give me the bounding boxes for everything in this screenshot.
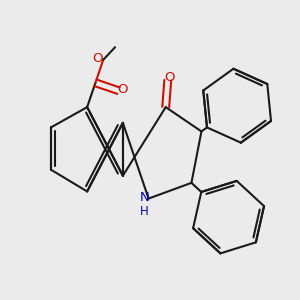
Text: O: O [92, 52, 103, 65]
Text: O: O [118, 83, 128, 96]
Text: H: H [140, 205, 149, 218]
Text: N: N [140, 190, 149, 204]
Text: O: O [164, 71, 175, 84]
